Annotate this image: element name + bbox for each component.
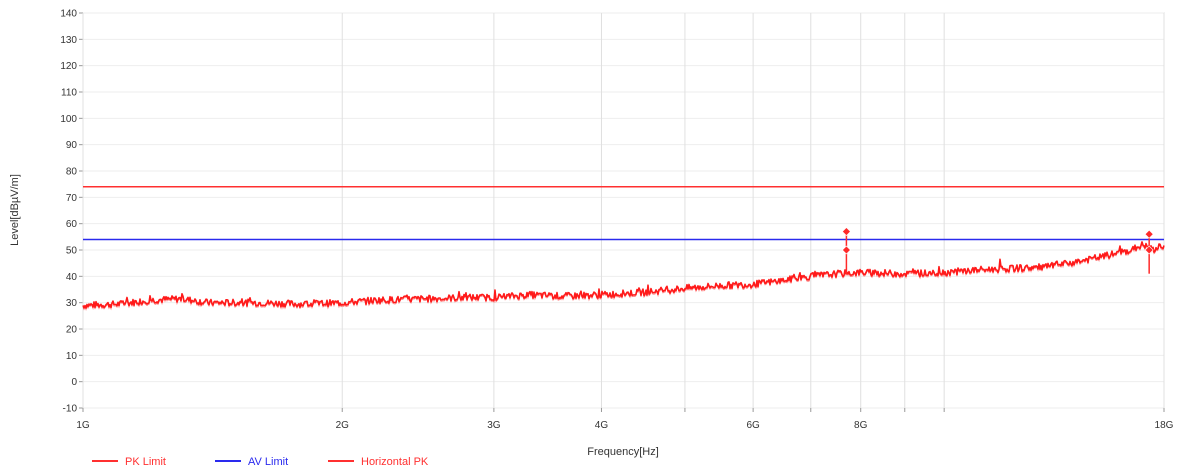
trace-horizontal-pk-band bbox=[82, 241, 1165, 311]
legend-label-pk-limit: PK Limit bbox=[125, 456, 166, 468]
marker-point bbox=[841, 245, 851, 255]
y-tick-label: 60 bbox=[66, 219, 78, 230]
y-tick-label: 30 bbox=[66, 298, 78, 309]
y-gridlines bbox=[79, 12, 1164, 409]
x-tick-label: 8G bbox=[854, 420, 868, 431]
x-tick-label: 2G bbox=[336, 420, 350, 431]
x-axis-title: Frequency[Hz] bbox=[587, 446, 659, 458]
x-tick-label: 18G bbox=[1155, 420, 1174, 431]
y-tick-label: -10 bbox=[63, 404, 78, 415]
x-tick-label: 1G bbox=[76, 420, 90, 431]
trace-horizontal-pk bbox=[82, 241, 1165, 309]
y-axis-tick-labels: -10 0 10 20 30 40 50 60 70 80 90 100 110 120 130 140 bbox=[60, 9, 77, 415]
y-tick-label: 130 bbox=[60, 35, 77, 46]
legend-item-horizontal-pk: Horizontal PK bbox=[328, 456, 429, 468]
marker-point bbox=[841, 227, 851, 236]
x-tick-label: 4G bbox=[595, 420, 609, 431]
legend-label-av-limit: AV Limit bbox=[248, 456, 288, 468]
x-tick-label: 6G bbox=[746, 420, 760, 431]
marker-layer bbox=[841, 227, 1154, 274]
y-axis-title: Level[dBµV/m] bbox=[9, 174, 21, 246]
marker-point bbox=[1144, 229, 1154, 239]
y-tick-label: 140 bbox=[60, 9, 77, 20]
y-tick-label: 70 bbox=[66, 193, 78, 204]
y-tick-label: 90 bbox=[66, 140, 78, 151]
plot-area bbox=[82, 12, 1165, 409]
series-layer bbox=[82, 186, 1165, 311]
y-tick-label: 0 bbox=[71, 377, 77, 388]
y-tick-label: 110 bbox=[61, 88, 77, 99]
legend-label-horizontal-pk: Horizontal PK bbox=[361, 456, 429, 468]
y-tick-label: 40 bbox=[66, 272, 78, 283]
legend-item-av-limit: AV Limit bbox=[215, 456, 288, 468]
y-tick-label: 100 bbox=[60, 114, 77, 125]
x-axis-tick-labels: 1G 2G 3G 4G 6G 8G 18G bbox=[76, 420, 1173, 431]
marker-point bbox=[1144, 245, 1154, 255]
y-tick-label: 10 bbox=[66, 351, 78, 362]
legend: PK Limit AV Limit Horizontal PK bbox=[92, 456, 429, 468]
y-tick-label: 50 bbox=[66, 246, 78, 257]
y-tick-label: 120 bbox=[60, 61, 77, 72]
y-tick-label: 20 bbox=[66, 325, 78, 336]
x-gridlines bbox=[82, 13, 1165, 412]
legend-item-pk-limit: PK Limit bbox=[92, 456, 166, 468]
x-tick-label: 3G bbox=[487, 420, 501, 431]
y-tick-label: 80 bbox=[66, 167, 78, 178]
